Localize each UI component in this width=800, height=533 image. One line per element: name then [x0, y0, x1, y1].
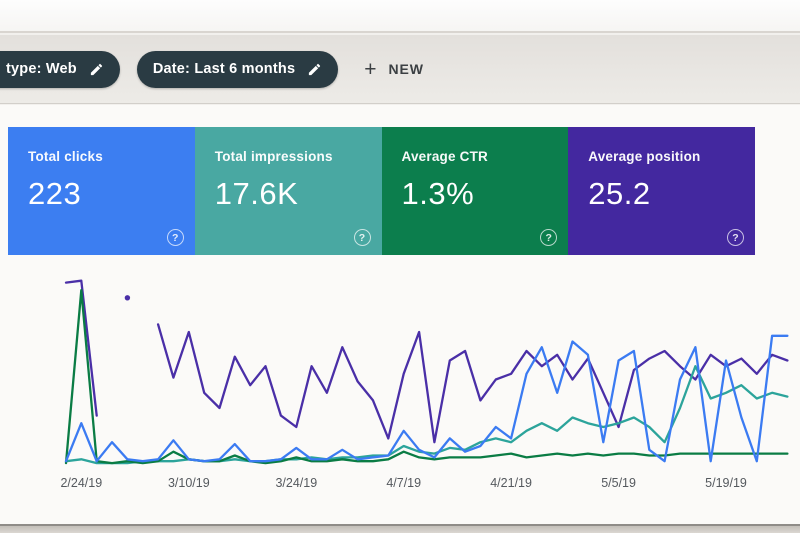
x-axis-tick-label: 3/10/19: [168, 476, 210, 490]
x-axis-tick-label: 5/5/19: [601, 476, 636, 490]
performance-report: Total clicks 223 ? Total impressions 17.…: [0, 105, 800, 524]
plus-icon: +: [364, 57, 377, 81]
card-value: 223: [28, 176, 82, 211]
card-average-position[interactable]: Average position 25.2 ?: [568, 127, 755, 255]
metric-cards: Total clicks 223 ? Total impressions 17.…: [8, 127, 755, 255]
x-axis-tick-label: 4/21/19: [490, 476, 532, 490]
card-value: 25.2: [588, 176, 651, 211]
monitor-bezel-top: [0, 0, 800, 33]
isolated-data-point: [124, 295, 131, 301]
x-axis-tick-label: 5/19/19: [705, 476, 747, 490]
help-icon[interactable]: ?: [166, 229, 184, 246]
x-axis-tick-label: 4/7/19: [386, 476, 421, 490]
card-average-ctr[interactable]: Average CTR 1.3% ?: [381, 127, 569, 255]
filter-chip-search-type[interactable]: type: Web: [0, 50, 120, 88]
help-icon[interactable]: ?: [727, 229, 744, 246]
card-total-clicks[interactable]: Total clicks 223 ?: [8, 127, 195, 255]
filter-chip-date[interactable]: Date: Last 6 months: [136, 50, 339, 88]
x-axis-tick-label: 3/24/19: [275, 476, 317, 490]
card-total-impressions[interactable]: Total impressions 17.6K ?: [194, 127, 382, 255]
new-filter-label: NEW: [388, 61, 424, 77]
filter-chip-label: type: Web: [6, 61, 77, 77]
filter-bar: type: Web Date: Last 6 months + NEW: [0, 35, 800, 104]
average-position-line: [156, 323, 789, 444]
card-value: 17.6K: [214, 176, 299, 211]
clicks-line: [64, 334, 789, 463]
pencil-icon: [89, 62, 104, 77]
ctr-line: [64, 289, 789, 465]
monitor-bezel-bottom: [0, 524, 800, 533]
filter-chip-label: Date: Last 6 months: [152, 61, 296, 77]
new-filter-button[interactable]: + NEW: [364, 59, 424, 80]
x-axis-tick-label: 2/24/19: [60, 476, 102, 490]
card-title: Average CTR: [401, 149, 488, 164]
help-icon[interactable]: ?: [540, 229, 558, 246]
help-icon[interactable]: ?: [353, 229, 371, 246]
performance-chart[interactable]: 2/24/19 3/10/19 3/24/19 4/7/19 4/21/19 5/5/19…: [0, 255, 800, 520]
card-title: Average position: [588, 149, 701, 164]
card-title: Total impressions: [214, 149, 333, 164]
card-value: 1.3%: [401, 176, 475, 211]
average-position-line: [64, 279, 98, 417]
pencil-icon: [307, 62, 322, 77]
card-title: Total clicks: [28, 149, 103, 164]
